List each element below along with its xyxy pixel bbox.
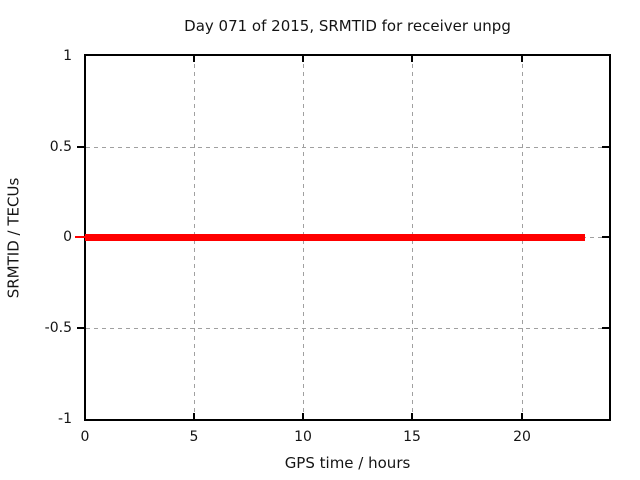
series-zero-tick bbox=[75, 236, 85, 238]
tick-bottom-x-15 bbox=[411, 413, 413, 419]
tick-top-x-10 bbox=[302, 56, 304, 62]
xtick-label-10: 10 bbox=[294, 429, 312, 445]
tick-top-x-5 bbox=[193, 56, 195, 62]
x-axis-label: GPS time / hours bbox=[284, 454, 411, 472]
tick-left-y--0.5 bbox=[77, 327, 85, 329]
tick-top-x-20 bbox=[521, 56, 523, 62]
tick-bottom-x-20 bbox=[521, 413, 523, 419]
tick-right-y-0.5 bbox=[602, 146, 609, 148]
tick-right-y--0.5 bbox=[602, 327, 609, 329]
ytick-label-0.5: 0.5 bbox=[49, 139, 72, 155]
gridline-y-0.5 bbox=[86, 147, 609, 148]
tick-right-y-0 bbox=[602, 236, 609, 238]
y-axis-label: SRMTID / TECUs bbox=[4, 177, 23, 299]
tick-bottom-x-10 bbox=[302, 413, 304, 419]
ytick-label-1: 1 bbox=[63, 48, 72, 64]
chart-title: Day 071 of 2015, SRMTID for receiver unp… bbox=[184, 17, 511, 35]
xtick-label-0: 0 bbox=[80, 429, 90, 445]
xtick-label-15: 15 bbox=[403, 429, 421, 445]
gridline-y--0.5 bbox=[86, 328, 609, 329]
tick-bottom-x-5 bbox=[193, 413, 195, 419]
ytick-label-0: 0 bbox=[63, 229, 72, 245]
tick-top-x-15 bbox=[411, 56, 413, 62]
tick-left-y-0.5 bbox=[77, 146, 85, 148]
ytick-label--1: -1 bbox=[58, 411, 72, 427]
xtick-label-20: 20 bbox=[513, 429, 531, 445]
xtick-label-5: 5 bbox=[189, 429, 199, 445]
ytick-label--0.5: -0.5 bbox=[44, 320, 72, 336]
series-line-srmtid bbox=[85, 234, 585, 241]
